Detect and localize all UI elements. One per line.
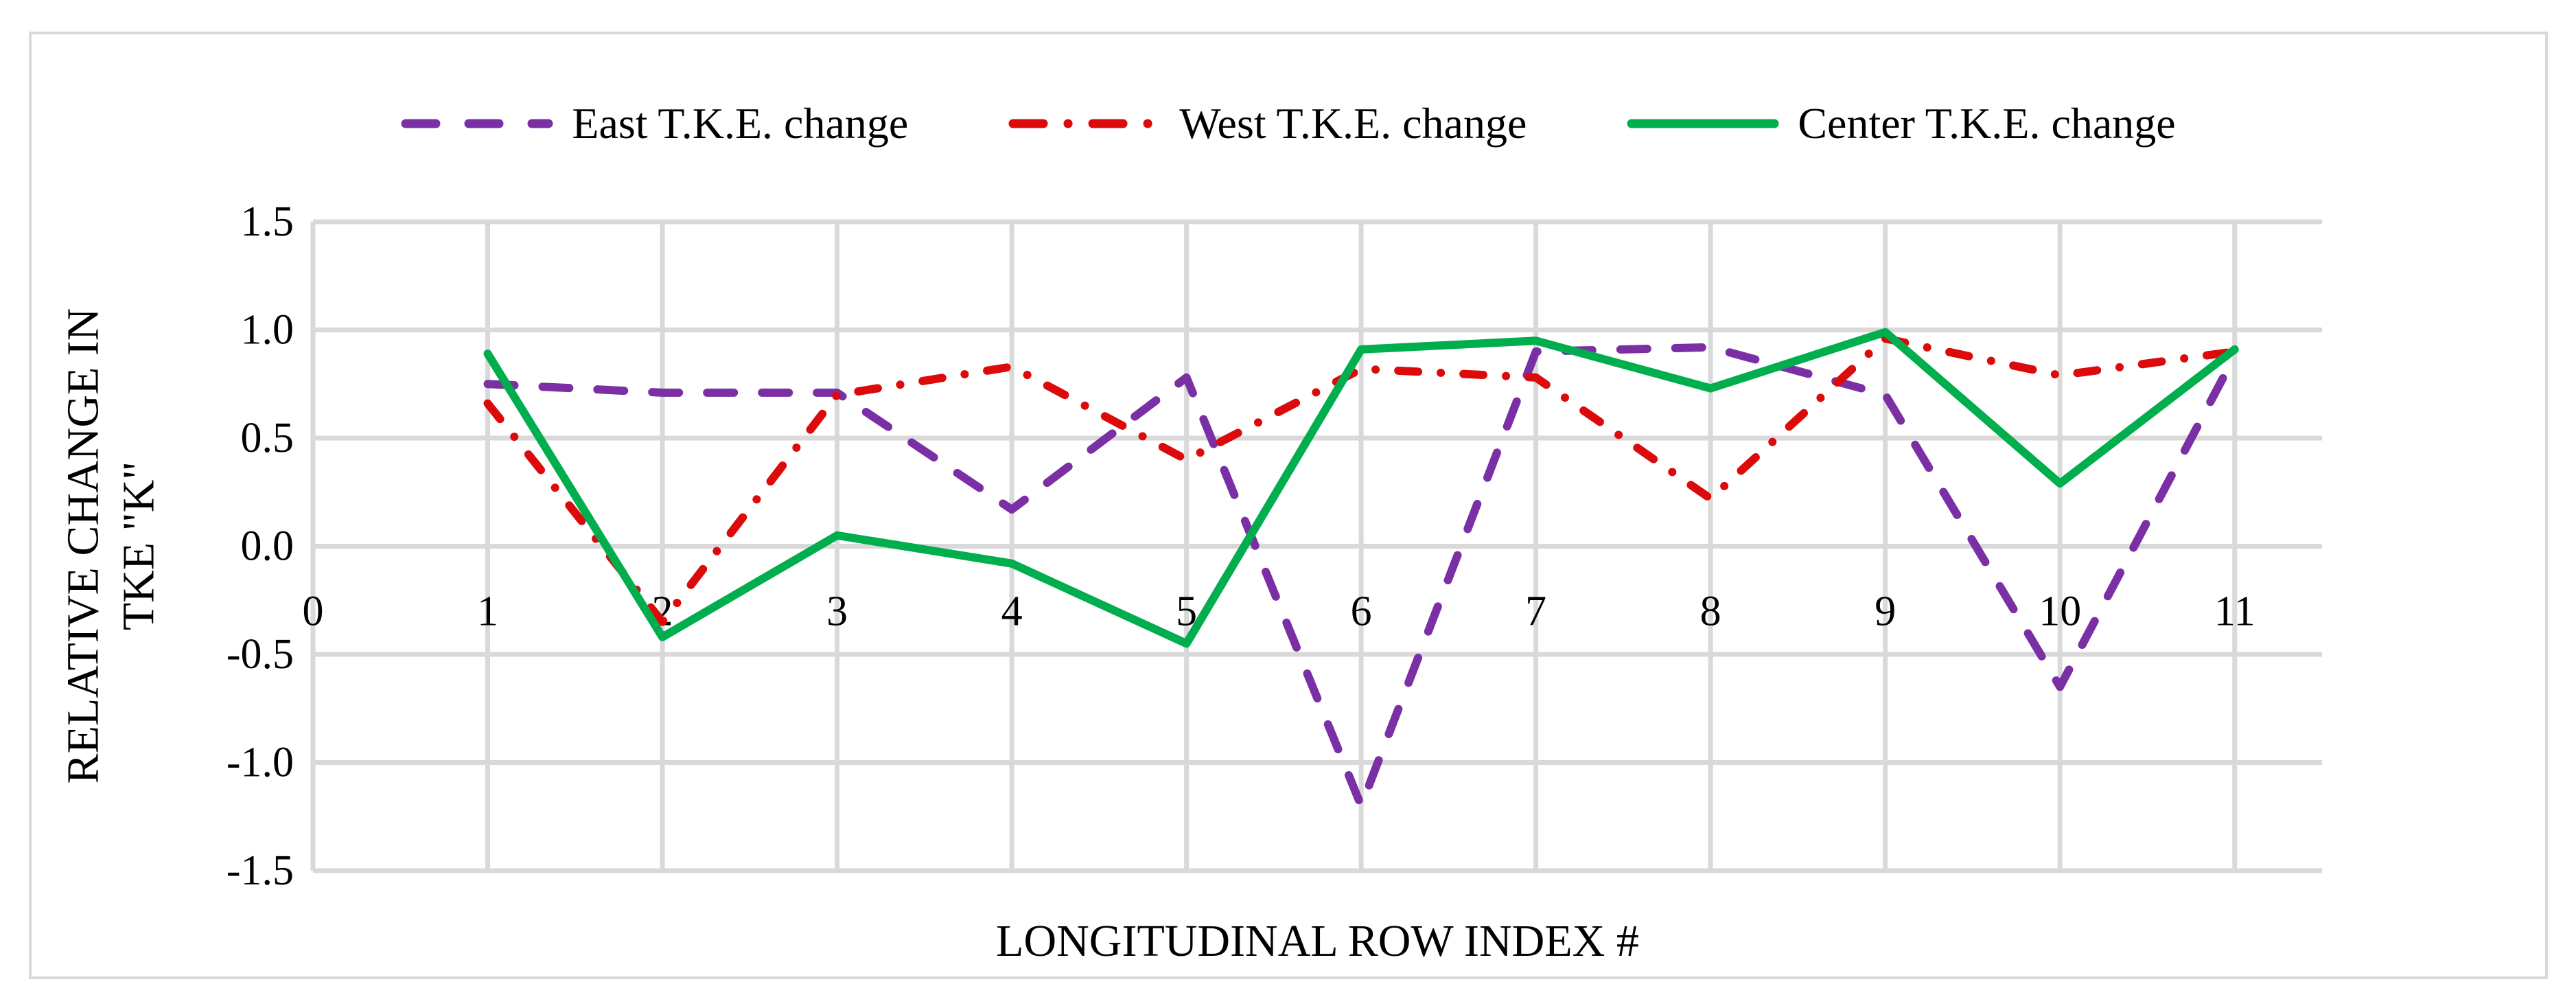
chart-border (29, 32, 2548, 979)
series-line-west (483, 334, 2239, 626)
legend-item-center: Center T.K.E. change (1626, 99, 2176, 148)
x-tick-label: 11 (2214, 588, 2255, 635)
y-tick-label: 0.0 (241, 523, 294, 570)
x-tick-label: 3 (826, 588, 848, 635)
legend-label-west: West T.K.E. change (1179, 99, 1527, 148)
legend: East T.K.E. change West T.K.E. change Ce… (0, 88, 2576, 159)
series-line-east (483, 343, 2239, 810)
x-tick-label: 6 (1351, 588, 1372, 635)
x-tick-label: 10 (2039, 588, 2081, 635)
y-axis-title-line1: RELATIVE CHANGE IN (58, 308, 108, 784)
y-tick-label: -0.5 (227, 631, 294, 678)
y-tick-label: 1.0 (241, 307, 294, 354)
legend-label-center: Center T.K.E. change (1798, 99, 2176, 148)
x-tick-label: 1 (477, 588, 498, 635)
y-tick-label: -1.0 (227, 740, 294, 786)
x-tick-label: 8 (1700, 588, 1721, 635)
y-tick-label: 1.5 (241, 198, 294, 245)
x-tick-label: 7 (1525, 588, 1546, 635)
x-axis-title: LONGITUDINAL ROW INDEX # (996, 916, 1639, 966)
legend-item-west: West T.K.E. change (1008, 102, 1527, 146)
x-tick-label: 4 (1001, 588, 1023, 635)
west-line-marker-icon (1008, 119, 1161, 128)
y-tick-label: 0.5 (241, 415, 294, 461)
legend-label-east: East T.K.E. change (572, 99, 909, 148)
legend-item-east: East T.K.E. change (400, 102, 908, 146)
east-line-marker-icon (401, 119, 553, 128)
x-tick-label: 9 (1875, 588, 1896, 635)
x-tick-label: 0 (303, 588, 324, 635)
y-tick-label: -1.5 (227, 847, 294, 894)
series-line-center (483, 328, 2239, 648)
y-axis-title-line2: TKE "K" (113, 461, 163, 631)
center-line-marker-icon (1627, 119, 1779, 128)
